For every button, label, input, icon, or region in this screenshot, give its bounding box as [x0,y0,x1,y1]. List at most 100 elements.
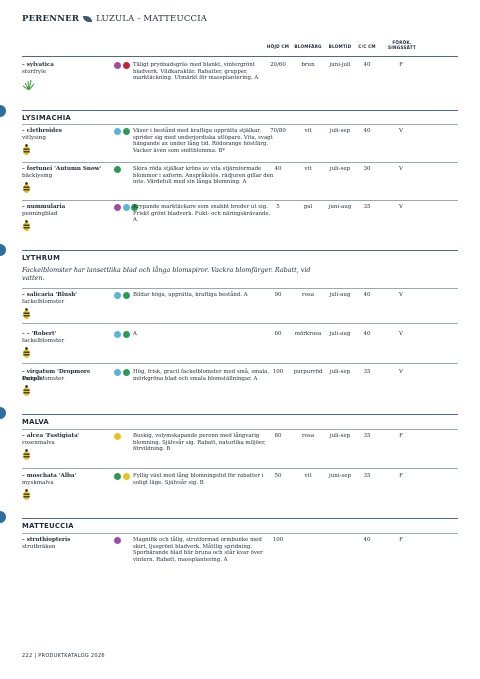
page-header: PERENNER LUZULA - MATTEUCCIA [22,14,207,24]
table-row: – moschata 'Alba' myskmalva Fyllig växt … [22,473,458,507]
color-dot [114,128,121,135]
flower-color-value: gul [303,204,313,210]
divider [22,468,458,469]
bee-icon [23,385,30,397]
plant-name: – alcea 'Fastigiata' [22,433,80,439]
catalog-name: PRODUKTKATALOG 2026 [38,653,105,659]
common-name: vitlysing [22,135,46,141]
bee-icon [23,449,30,461]
color-dot [122,292,130,299]
section-marker [0,407,6,419]
divider [22,288,458,289]
bloom-time-value: juni-aug [328,204,352,210]
bloom-time-value: juli-aug [329,331,351,337]
table-row: – – 'Robert' fackelblomster A 60 mörkros… [22,331,458,363]
color-dots [114,128,130,135]
flower-color-value: brun [301,62,315,68]
propagation-value: V [399,369,403,375]
height-value: 80 [274,433,282,439]
color-dots [114,433,121,440]
spacing-value: 40 [363,128,371,134]
color-dots [114,537,121,544]
common-name: strutbräken [22,544,56,550]
spacing-value: 35 [363,433,371,439]
height-value: 50 [274,473,282,479]
color-dots [114,62,130,69]
color-dots [114,473,130,480]
common-name: fackelblomster [22,376,65,382]
table-row: – nummularia penningblad Krypande marktä… [22,204,458,238]
divider [22,200,458,201]
color-dot [114,292,121,299]
color-dots [114,292,130,299]
color-dot [122,369,130,376]
divider [22,162,458,163]
propagation-value: F [399,433,403,439]
divider [22,518,458,519]
color-dot [122,128,130,135]
color-dot [122,62,130,69]
propagation-value: V [399,128,403,134]
bloom-time-value: juli-sep [329,128,351,134]
divider [22,414,458,415]
description: Krypande marktäckare som snabbt breder u… [133,204,271,224]
flower-color-value: purpurröd [293,369,323,375]
spacing-value: 35 [363,473,371,479]
section-intro: Fackelblomster har lansettlika blad och … [22,266,311,283]
flower-color-value: mörkrosa [294,331,322,337]
spacing-value: 40 [363,292,371,298]
color-dot [114,166,121,173]
color-dots [114,331,130,338]
height-value: 100 [272,537,284,543]
color-dot [114,433,121,440]
bloom-time-value: juli-aug [329,292,351,298]
plant-name: – clethroides [22,128,62,134]
color-dot [114,204,121,211]
color-dot [122,204,130,211]
height-value: 5 [276,204,280,210]
bee-icon [23,308,30,320]
bloom-time-value: juli-sep [329,166,351,172]
col-height: HÖJD CM [266,44,290,49]
description: Fyllig växt med lång blomningstid för ra… [133,473,264,486]
plant-name: – nummularia [22,204,66,210]
bloom-time-value: juni-juli [329,62,351,68]
table-row: – alcea 'Fastigiata' rosenmalva Buskig, … [22,433,458,467]
page-number: 222 [22,653,33,659]
color-dots [114,166,121,173]
bee-icon [23,144,30,156]
plant-name: – moschata 'Alba' [22,473,77,479]
divider [22,429,458,430]
spacing-value: 40 [363,537,371,543]
divider [22,363,458,364]
color-dot [114,331,121,338]
description: Hög, frisk, gracil fackelblomster med sm… [133,369,270,382]
plant-name: – fortunei 'Autumn Snow' [22,166,102,172]
common-name: penningblad [22,211,58,217]
leaf-icon [83,16,93,22]
description: Buskig, volymskapande perenn med långvar… [133,433,266,453]
page-footer: 222 | PRODUKTKATALOG 2026 [22,653,105,659]
color-dot [114,62,121,69]
color-dots [114,204,138,211]
color-dot [114,473,121,480]
propagation-value: F [399,537,403,543]
table-row: – virgatum 'Dropmore Purple' fackelbloms… [22,369,458,405]
genera-range: LUZULA - MATTEUCCIA [96,14,208,24]
spacing-value: 40 [363,331,371,337]
plant-name: – – 'Robert' [22,331,57,337]
divider [22,124,458,125]
plant-name: – struthiopteris [22,537,71,543]
color-dot [131,204,138,211]
grass-icon [22,79,35,90]
table-row: – clethroides vitlysing Växer i bestånd … [22,128,458,164]
bee-icon [23,220,30,232]
height-value: 20/60 [270,62,286,68]
common-name: storfryle [22,69,47,75]
propagation-value: F [399,473,403,479]
divider [22,56,458,57]
color-dot [114,537,121,544]
plant-name: – sylvatica [22,62,54,68]
common-name: myskmalva [22,480,54,486]
height-value: 60 [274,331,282,337]
